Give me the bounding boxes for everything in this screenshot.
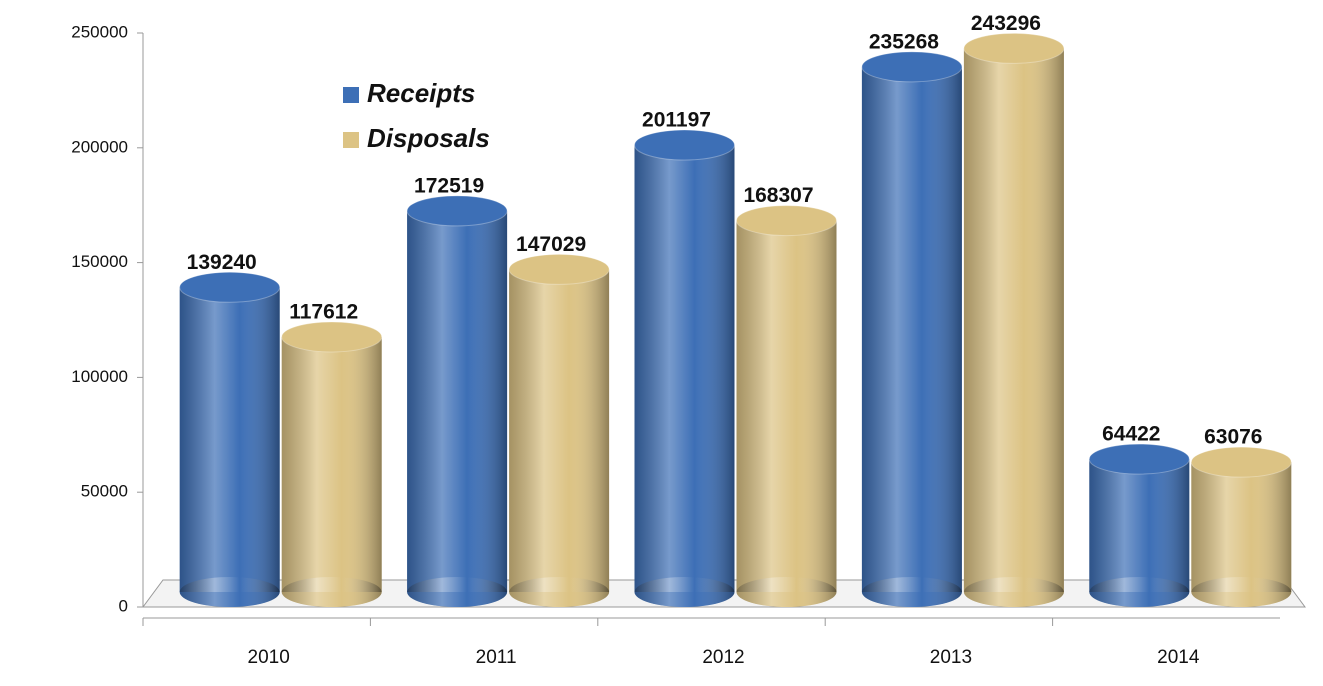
cylinder-base-shade (634, 577, 735, 607)
cylinder-base-shade (963, 577, 1064, 607)
cylinder (1190, 446, 1292, 607)
cylinder-top (1088, 443, 1190, 475)
cylinder-top (406, 195, 508, 227)
cylinder-shade (1089, 459, 1190, 592)
data-label: 235268 (869, 30, 939, 53)
cylinder-top (634, 129, 735, 161)
cylinder-top (736, 205, 837, 237)
data-label: 63076 (1204, 426, 1262, 449)
cylinder-shade (634, 145, 735, 592)
cylinder-base-shade (509, 577, 610, 607)
cylinder (1088, 443, 1190, 607)
cylinder-shade (963, 48, 1064, 592)
legend-swatch (343, 87, 359, 103)
cylinder-top (963, 32, 1065, 64)
cylinder-base-shade (1191, 577, 1292, 607)
cylinder-base-shade (861, 577, 962, 607)
cylinder-shade (281, 336, 382, 592)
x-tick-label: 2014 (1157, 647, 1200, 668)
cylinder (406, 195, 508, 607)
legend-swatch (343, 132, 359, 148)
cylinder (963, 32, 1065, 607)
cylinder-base-shade (1089, 577, 1190, 607)
cylinder-shade (1191, 462, 1292, 592)
cylinder-shade (179, 287, 280, 592)
cylinder-base-shade (407, 577, 508, 607)
cylinder-top (861, 51, 963, 83)
cylinder-shade (736, 220, 837, 592)
x-tick-label: 2012 (702, 647, 744, 668)
cylinder-top (1190, 446, 1292, 478)
cylinder (634, 129, 735, 607)
data-label: 243296 (971, 12, 1041, 35)
cylinder-base-shade (281, 577, 382, 607)
y-tick-label: 200000 (71, 137, 128, 156)
y-tick-label: 100000 (71, 367, 128, 386)
data-label: 201197 (642, 109, 711, 132)
cylinder (736, 205, 837, 607)
y-tick-label: 0 (119, 596, 128, 615)
cylinder-shade (861, 66, 962, 593)
x-tick-label: 2010 (248, 647, 290, 668)
y-tick-label: 150000 (71, 252, 128, 271)
cylinder-top (281, 321, 383, 353)
x-tick-label: 2013 (930, 647, 972, 668)
cylinder (508, 253, 610, 607)
data-label: 117612 (289, 301, 358, 324)
y-tick-label: 250000 (71, 22, 128, 41)
cylinder-shade (509, 269, 610, 592)
cylinder (179, 271, 281, 607)
cylinder (281, 321, 383, 607)
cylinder-base-shade (179, 577, 280, 607)
cylinder (861, 51, 963, 607)
cylinder-shade (407, 210, 508, 593)
y-tick-label: 50000 (81, 482, 128, 501)
data-label: 64422 (1102, 423, 1160, 446)
cylinder-top (508, 253, 610, 285)
data-label: 168307 (743, 184, 813, 207)
data-label: 139240 (187, 251, 257, 274)
cylinder-base-shade (736, 577, 837, 607)
data-label: 172519 (414, 174, 484, 197)
data-label: 147029 (516, 233, 586, 256)
legend-label: Receipts (367, 78, 475, 108)
legend-label: Disposals (367, 123, 490, 153)
cylinder-top (179, 271, 281, 303)
x-tick-label: 2011 (476, 647, 517, 668)
